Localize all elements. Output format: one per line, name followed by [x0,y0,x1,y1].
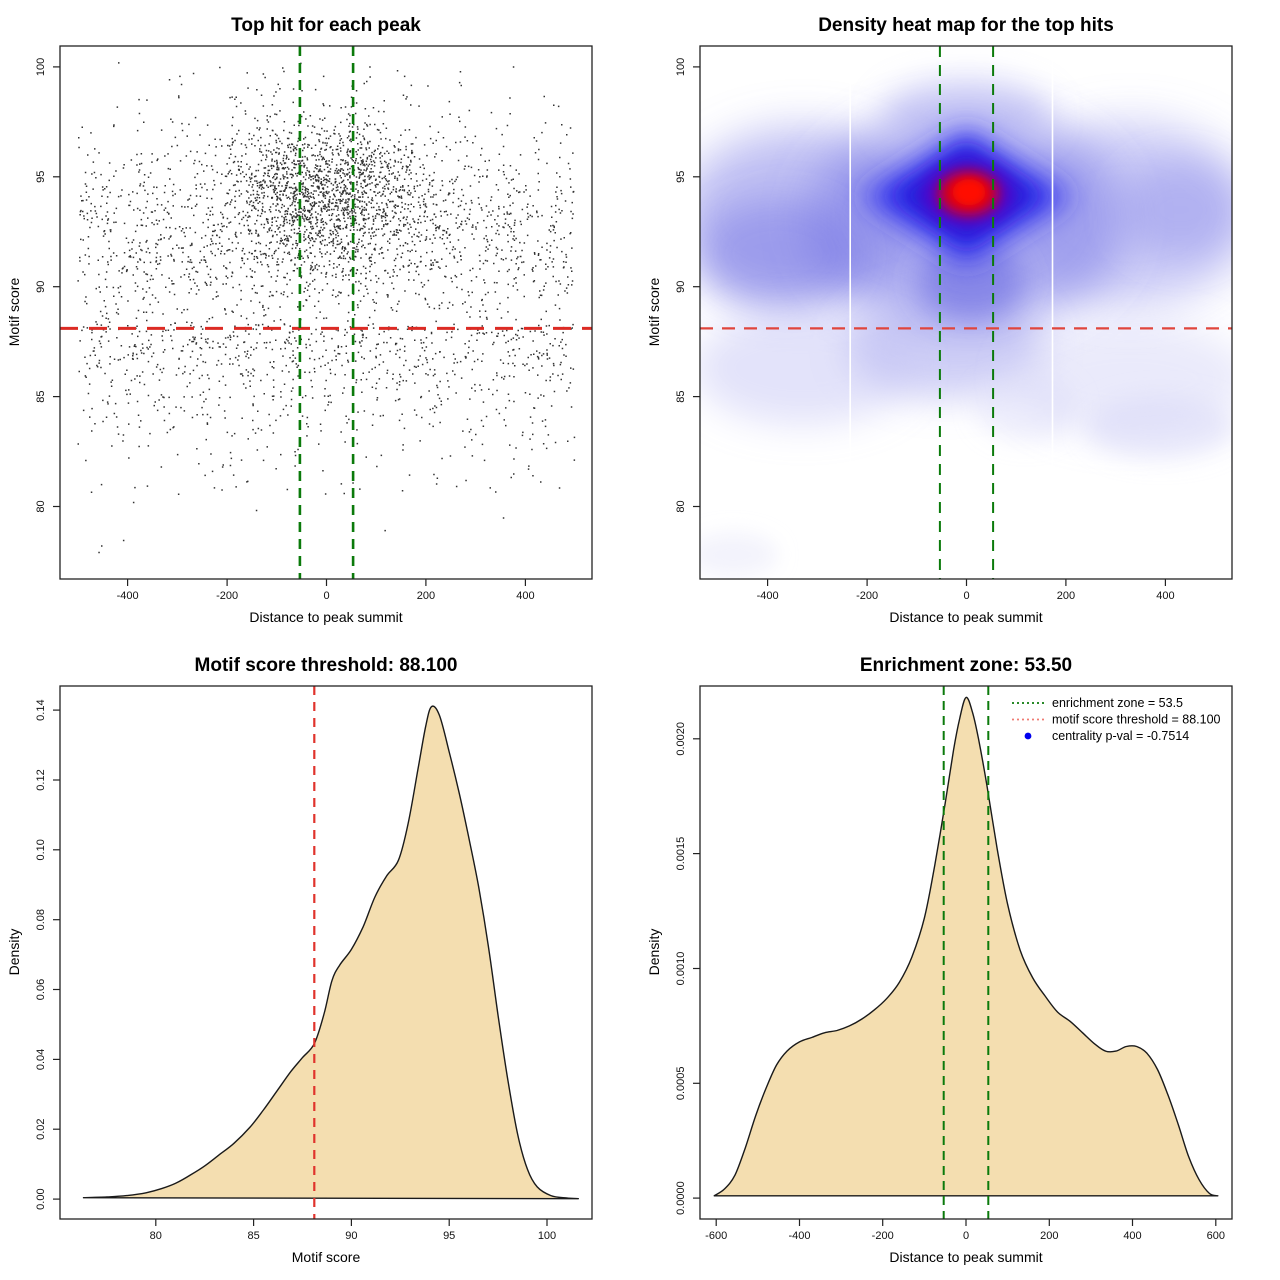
y-tick-label: 100 [35,58,47,76]
chart-title: Enrichment zone: 53.50 [860,655,1072,676]
heat-blob [916,240,1027,320]
x-tick-label: -200 [216,590,238,602]
x-tick-label: -600 [705,1230,727,1242]
legend-dot-centrality-pval [1024,732,1032,740]
y-tick-label: 95 [35,171,47,183]
scatter-points [77,62,576,554]
x-tick-label: -200 [856,590,878,602]
x-tick-label: 400 [1123,1230,1141,1242]
heat-blob [882,80,1051,151]
x-tick-label: -200 [872,1230,894,1242]
x-tick-label: 80 [150,1230,162,1242]
axes: -600 -400 -200 0 200 400 600 0.0000 0.0005 0.0010… [675,722,1225,1242]
y-tick-label: 0.00 [35,1188,47,1209]
x-tick-label: -400 [788,1230,810,1242]
x-tick-label: 85 [247,1230,259,1242]
heat-blob [700,532,778,577]
scatter-content [60,46,592,579]
y-tick-label: 85 [35,390,47,402]
heatmap-content [700,46,1232,579]
legend-label-enrichment-zone: enrichment zone = 53.5 [1052,696,1183,710]
chart-title: Motif score threshold: 88.100 [195,655,458,676]
x-tick-label: 400 [1156,590,1174,602]
panel-density-heatmap: -400 -200 0 200 400 80 85 90 95 100 Density heat … [646,15,1233,625]
x-tick-label: 200 [1057,590,1075,602]
y-tick-label: 0.04 [35,1049,47,1070]
density-curve [82,705,579,1200]
x-tick-label: 400 [516,590,534,602]
y-axis-label: Density [6,929,22,976]
chart-title: Top hit for each peak [231,15,421,36]
y-axis-label: Motif score [6,278,22,347]
x-tick-label: 0 [323,590,329,602]
density-content [713,686,1219,1219]
x-tick-label: 95 [443,1230,455,1242]
legend-label-motif-threshold: motif score threshold = 88.100 [1052,713,1221,727]
y-tick-label: 85 [675,390,687,402]
panel-distance-density: -600 -400 -200 0 200 400 600 0.0000 0.0005 0.0010… [646,655,1233,1265]
legend-label-centrality-pval: centrality p-val = -0.7514 [1052,729,1189,743]
y-axis-label: Motif score [646,278,662,347]
x-tick-label: 200 [1040,1230,1058,1242]
axes: 80 85 90 95 100 0.00 0.02 0.04 0.06 0.08 0.10 0.12 0… [35,699,556,1242]
y-tick-label: 0.12 [35,769,47,790]
legend: enrichment zone = 53.5 motif score thres… [1012,696,1221,743]
x-tick-label: 600 [1207,1230,1225,1242]
y-tick-label: 95 [675,171,687,183]
x-axis-label: Distance to peak summit [889,1249,1042,1265]
x-axis-label: Motif score [292,1249,361,1265]
y-tick-label: 0.02 [35,1118,47,1139]
x-tick-label: -400 [757,590,779,602]
heat-blob [700,310,912,426]
y-tick-label: 100 [675,58,687,76]
y-tick-label: 0.08 [35,909,47,930]
heat-blob [952,179,986,206]
heat-blob [1085,396,1232,459]
x-tick-label: -400 [117,590,139,602]
scatter-point-cloud [77,62,576,554]
axes: -400 -200 0 200 400 80 85 90 95 100 [35,58,535,602]
y-tick-label: 0.0015 [675,837,687,871]
x-tick-label: 90 [345,1230,357,1242]
heat-blob [700,198,858,309]
density-content [82,686,579,1219]
x-axis-label: Distance to peak summit [889,609,1042,625]
y-tick-label: 0.10 [35,839,47,860]
y-tick-label: 80 [35,500,47,512]
plot-box [59,45,593,580]
heat-blob [1120,161,1232,259]
y-tick-label: 0.06 [35,979,47,1000]
y-tick-label: 0.0005 [675,1066,687,1100]
y-tick-label: 0.0000 [675,1181,687,1215]
y-tick-label: 0.14 [35,699,47,720]
x-tick-label: 0 [963,1230,969,1242]
heatmap-blobs [700,46,1232,579]
plot-box [59,685,593,1220]
y-tick-label: 80 [675,500,687,512]
y-tick-label: 0.0010 [675,952,687,986]
x-tick-label: 200 [417,590,435,602]
chart-title: Density heat map for the top hits [818,15,1114,36]
x-tick-label: 0 [963,590,969,602]
axes: -400 -200 0 200 400 80 85 90 95 100 [675,58,1175,602]
y-axis-label: Density [646,929,662,976]
panel-motif-score-density: 80 85 90 95 100 0.00 0.02 0.04 0.06 0.08 0.10 0.12 0… [6,655,593,1265]
x-axis-label: Distance to peak summit [249,609,402,625]
y-tick-label: 90 [35,281,47,293]
x-tick-label: 100 [538,1230,556,1242]
panel-top-hit-scatter: -400 -200 0 200 400 80 85 90 95 100 Top hit for e… [6,15,593,625]
y-tick-label: 0.0020 [675,722,687,756]
density-curve [713,696,1219,1197]
heat-blob [976,374,1076,441]
y-tick-label: 90 [675,281,687,293]
